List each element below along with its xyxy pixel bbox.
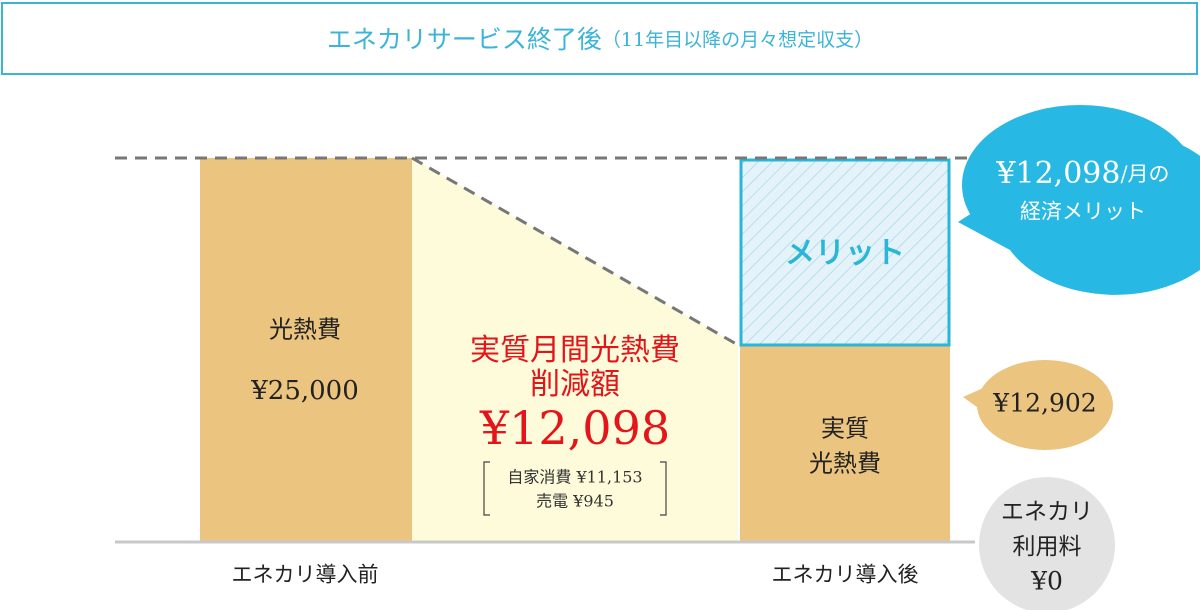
bar-label: 光熱費: [269, 316, 341, 344]
detail: 売電 ¥945: [536, 492, 614, 511]
merit-text: 経済メリット: [1020, 200, 1146, 224]
reduction-amount: ¥12,098: [479, 401, 670, 455]
cost-bubble: [977, 360, 1113, 450]
fee-amount: ¥0: [1030, 567, 1063, 596]
merit-callout: ¥12,098/月の: [995, 156, 1169, 191]
after-bar: [740, 345, 950, 541]
merit-amount: ¥12,098: [995, 156, 1120, 191]
net-cost: ¥12,902: [992, 389, 1096, 418]
title-sub: （11年目以降の月々想定収支）: [602, 29, 873, 51]
axis-label: エネカリ導入前: [232, 563, 379, 587]
title-main: エネカリサービス終了後: [327, 25, 602, 54]
title: エネカリサービス終了後（11年目以降の月々想定収支）: [327, 25, 873, 54]
detail: 自家消費 ¥11,153: [507, 468, 642, 487]
bracket: [483, 461, 667, 516]
axis-label: エネカリ導入後: [772, 563, 919, 587]
title-box: [1, 2, 1198, 75]
bar-label: 光熱費: [809, 450, 881, 478]
fee-circle: [979, 477, 1115, 610]
fee-label: エネカリ: [1001, 499, 1093, 525]
fee-label: 利用料: [1013, 534, 1082, 560]
merit-label: メリット: [785, 236, 905, 271]
bar-label: 実質: [821, 415, 869, 443]
merit-unit: /月の: [1120, 162, 1169, 186]
reduction-label: 実質月間光熱費: [470, 333, 680, 368]
reduction-area: [412, 158, 738, 541]
bar-amount: ¥25,000: [250, 376, 359, 406]
before-bar: [200, 158, 412, 541]
merit-bubble: [962, 105, 1198, 265]
merit-box: [739, 158, 951, 347]
reduction-label: 削減額: [530, 367, 620, 402]
dashed-diagonal: [411, 156, 739, 347]
